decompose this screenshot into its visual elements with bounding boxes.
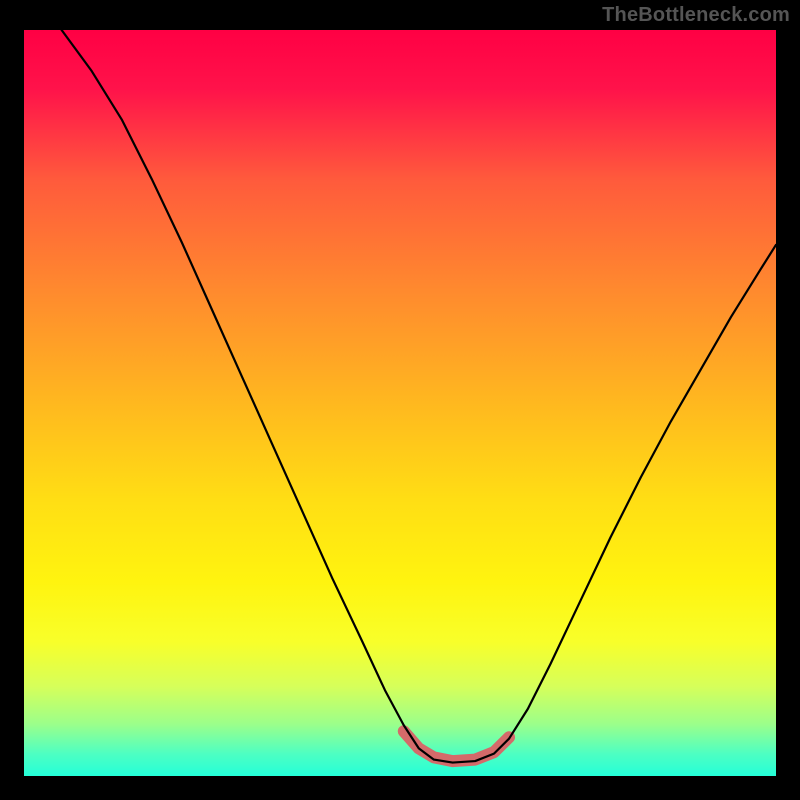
chart-frame: TheBottleneck.com [0, 0, 800, 800]
gradient-background [24, 30, 776, 776]
watermark-text: TheBottleneck.com [602, 4, 790, 27]
plot-area [24, 30, 776, 776]
bottleneck-curve-chart [24, 30, 776, 776]
